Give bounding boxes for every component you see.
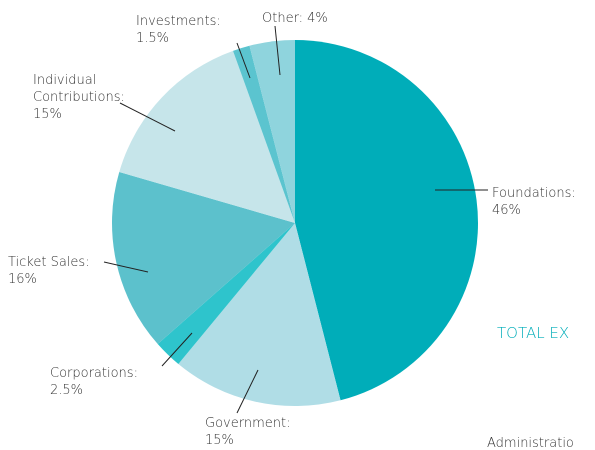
slice-label: Other:: [262, 11, 303, 26]
clipped-label: Administratio: [487, 436, 574, 450]
slice-value-label: 2.5%: [50, 383, 83, 398]
pie-slice: [157, 223, 295, 365]
pie-slice: [295, 40, 478, 401]
leader-line: [236, 42, 251, 79]
slice-value-label: 1.5%: [136, 31, 169, 46]
pie-slice: [233, 45, 295, 223]
pie-slice: [119, 50, 295, 224]
slice-value-label: 46%: [492, 203, 521, 218]
leader-line: [103, 261, 149, 273]
slice-label: Government:: [205, 416, 290, 431]
section-heading: TOTAL EX: [497, 324, 569, 342]
leader-line: [119, 102, 176, 132]
slice-value-label: 16%: [8, 272, 37, 287]
slice-label: Corporations:: [50, 366, 138, 381]
leader-line: [236, 369, 259, 414]
slice-label: Ticket Sales:: [8, 255, 90, 270]
slice-label: Investments:: [136, 14, 221, 29]
slice-value-label: 15%: [33, 107, 62, 122]
pie-slice: [249, 40, 295, 223]
labels: Foundations: 46% Government: 15% Corporation…: [8, 11, 576, 448]
pie-slice: [178, 223, 341, 407]
leader-line: [161, 332, 193, 367]
slice-value-label: 4%: [307, 11, 328, 26]
slice-value-label: 15%: [205, 433, 234, 448]
pie-slice: [112, 171, 295, 345]
slice-label: Foundations:: [492, 186, 576, 201]
leader-line: [274, 25, 281, 76]
slice-label: Individual Contributions:: [33, 73, 125, 105]
